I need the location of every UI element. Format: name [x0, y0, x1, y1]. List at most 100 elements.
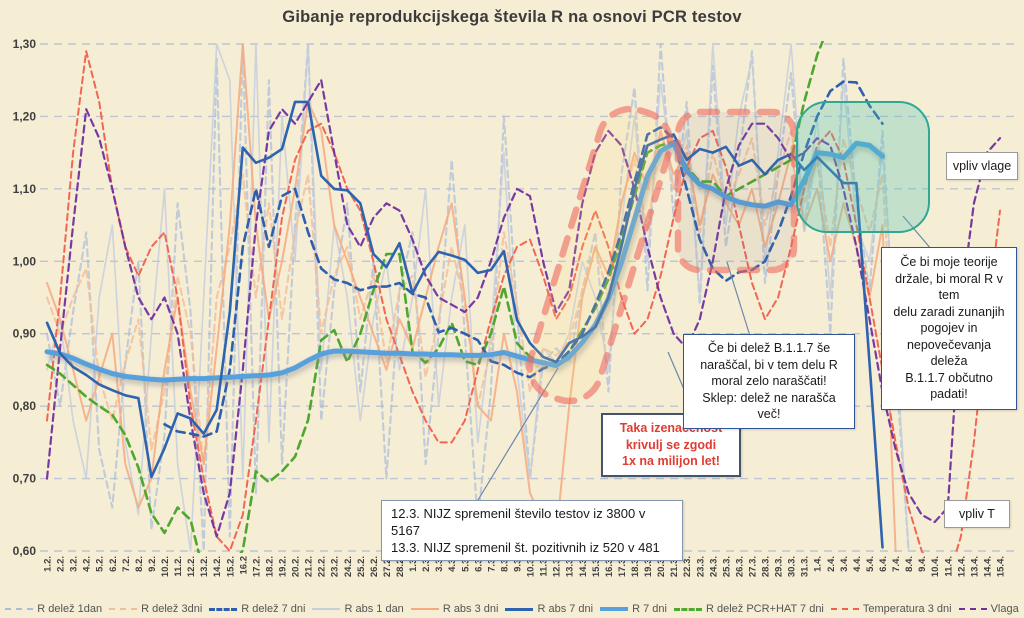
- svg-text:5.3.: 5.3.: [460, 556, 471, 572]
- svg-text:5.2.: 5.2.: [95, 556, 106, 572]
- highlights: [526, 101, 930, 405]
- svg-text:0,90: 0,90: [13, 327, 37, 341]
- series-r-7dni-shadow: [47, 140, 887, 388]
- svg-text:12.3.: 12.3.: [552, 556, 563, 577]
- svg-text:1.4.: 1.4.: [813, 556, 824, 572]
- annotation-nijz-box: 12.3. NIJZ spremenil število testov iz 3…: [381, 500, 683, 562]
- svg-text:31.3.: 31.3.: [800, 556, 811, 577]
- svg-text:4.3.: 4.3.: [447, 556, 458, 572]
- svg-text:12.4.: 12.4.: [956, 556, 967, 577]
- legend-label-r-delez-pcr-hat-7dni: R delež PCR+HAT 7 dni: [705, 603, 824, 615]
- svg-text:6.3.: 6.3.: [473, 556, 484, 572]
- legend-item-r-delez-pcr-hat-7dni: R delež PCR+HAT 7 dni: [673, 603, 824, 615]
- svg-text:15.4.: 15.4.: [996, 556, 1007, 577]
- svg-text:9.3.: 9.3.: [512, 556, 523, 572]
- legend-swatch-r-delez-pcr-hat-7dni: [673, 607, 702, 611]
- svg-text:20.2.: 20.2.: [291, 556, 302, 577]
- svg-text:10.3.: 10.3.: [526, 556, 537, 577]
- svg-text:6.2.: 6.2.: [108, 556, 119, 572]
- annotation-theory-box: Če bi moje teorije držale, bi moral R v …: [881, 247, 1017, 410]
- svg-text:8.3.: 8.3.: [499, 556, 510, 572]
- svg-text:7.4.: 7.4.: [891, 556, 902, 572]
- highlight-theory-region: [796, 101, 930, 233]
- svg-text:27.2.: 27.2.: [382, 556, 393, 577]
- x-axis-labels: 1.2. 2.2. 3.2. 4.2. 5.2. 6.2. 7.2. 8.2. 9.2. 10.2…: [43, 556, 1007, 577]
- svg-text:4.2.: 4.2.: [82, 556, 93, 572]
- svg-text:10.4.: 10.4.: [930, 556, 941, 577]
- svg-text:16.3.: 16.3.: [604, 556, 615, 577]
- svg-text:6.4.: 6.4.: [878, 556, 889, 572]
- svg-text:22.2.: 22.2.: [317, 556, 328, 577]
- legend-swatch-r-abs-3dni: [410, 608, 439, 610]
- chart-title: Gibanje reprodukcijskega števila R na os…: [282, 8, 742, 26]
- svg-text:19.2.: 19.2.: [277, 556, 288, 577]
- annotation-b117-box: Če bi delež B.1.1.7 še naraščal, bi v te…: [683, 334, 855, 429]
- label-vpliv-t: vpliv T: [944, 500, 1010, 528]
- svg-text:8.4.: 8.4.: [904, 556, 915, 572]
- svg-text:2.4.: 2.4.: [826, 556, 837, 572]
- svg-text:1,00: 1,00: [13, 254, 37, 268]
- svg-text:30.3.: 30.3.: [787, 556, 798, 577]
- svg-text:13.4.: 13.4.: [969, 556, 980, 577]
- svg-text:0,60: 0,60: [13, 544, 37, 558]
- legend-swatch-r-delez-7dni: [209, 607, 238, 611]
- label-vpliv-vlage: vpliv vlage: [946, 152, 1018, 180]
- svg-text:7.3.: 7.3.: [486, 556, 497, 572]
- legend-swatch-r-7dni: [600, 607, 629, 611]
- svg-text:23.3.: 23.3.: [695, 556, 706, 577]
- legend-item-r-abs-3dni: R abs 3 dni: [410, 603, 499, 615]
- svg-text:10.2.: 10.2.: [160, 556, 171, 577]
- svg-text:26.3.: 26.3.: [734, 556, 745, 577]
- svg-text:21.2.: 21.2.: [304, 556, 315, 577]
- legend-item-vlaga: Vlaga: [958, 603, 1019, 615]
- legend-swatch-temperatura-3dni: [830, 608, 859, 610]
- svg-text:18.3.: 18.3.: [630, 556, 641, 577]
- svg-text:26.2.: 26.2.: [369, 556, 380, 577]
- svg-text:0,80: 0,80: [13, 399, 37, 413]
- chart-legend: R delež 1dan R delež 3dni R delež 7 dni R a…: [0, 603, 1024, 615]
- svg-text:11.4.: 11.4.: [943, 556, 954, 577]
- legend-label-temperatura-3dni: Temperatura 3 dni: [862, 603, 952, 615]
- series-line-r-delez-pcr-hat-7dni: [45, 41, 825, 553]
- svg-text:29.3.: 29.3.: [774, 556, 785, 577]
- svg-text:13.3.: 13.3.: [565, 556, 576, 577]
- svg-text:15.3.: 15.3.: [591, 556, 602, 577]
- legend-swatch-r-abs-7dni: [505, 607, 534, 611]
- svg-text:19.3.: 19.3.: [643, 556, 654, 577]
- svg-text:18.2.: 18.2.: [264, 556, 275, 577]
- svg-text:16.2: 16.2: [238, 556, 249, 575]
- svg-text:14.2.: 14.2.: [212, 556, 223, 577]
- series-line-r-7dni: [44, 140, 885, 383]
- svg-text:11.2.: 11.2.: [173, 556, 184, 577]
- legend-item-r-abs-1dan: R abs 1 dan: [312, 603, 404, 615]
- legend-label-r-abs-3dni: R abs 3 dni: [442, 603, 499, 615]
- svg-text:14.3.: 14.3.: [578, 556, 589, 577]
- svg-text:8.2.: 8.2.: [134, 556, 145, 572]
- series-line-r-abs-3dni: [46, 43, 897, 552]
- svg-text:2.2.: 2.2.: [56, 556, 67, 572]
- svg-text:21.3.: 21.3.: [669, 556, 680, 577]
- series-line-r-abs-7dni: [45, 100, 884, 549]
- y-axis-labels: 1,30 1,20 1,10 1,00 0,90 0,80 0,70 0,60: [13, 37, 37, 558]
- legend-item-r-7dni: R 7 dni: [600, 603, 667, 615]
- svg-text:20.3.: 20.3.: [656, 556, 667, 577]
- legend-label-r-abs-1dan: R abs 1 dan: [344, 603, 404, 615]
- highlight-b117-region: [674, 108, 798, 274]
- svg-text:11.3.: 11.3.: [539, 556, 550, 577]
- legend-item-temperatura-3dni: Temperatura 3 dni: [830, 603, 952, 615]
- legend-label-r-delez-1dan: R delež 1dan: [37, 603, 103, 615]
- svg-text:3.4.: 3.4.: [839, 556, 850, 572]
- legend-swatch-vlaga: [958, 608, 987, 610]
- svg-text:1.3.: 1.3.: [408, 556, 419, 572]
- svg-text:4.4.: 4.4.: [852, 556, 863, 572]
- series-line-r-delez-7dni: [163, 80, 884, 438]
- svg-text:5.4.: 5.4.: [865, 556, 876, 572]
- legend-item-r-delez-7dni: R delež 7 dni: [209, 603, 305, 615]
- svg-text:25.3.: 25.3.: [721, 556, 732, 577]
- svg-text:28.2.: 28.2.: [395, 556, 406, 577]
- legend-item-r-delez-1dan: R delež 1dan: [5, 603, 102, 615]
- svg-text:1,20: 1,20: [13, 109, 37, 123]
- legend-swatch-r-abs-1dan: [312, 608, 341, 610]
